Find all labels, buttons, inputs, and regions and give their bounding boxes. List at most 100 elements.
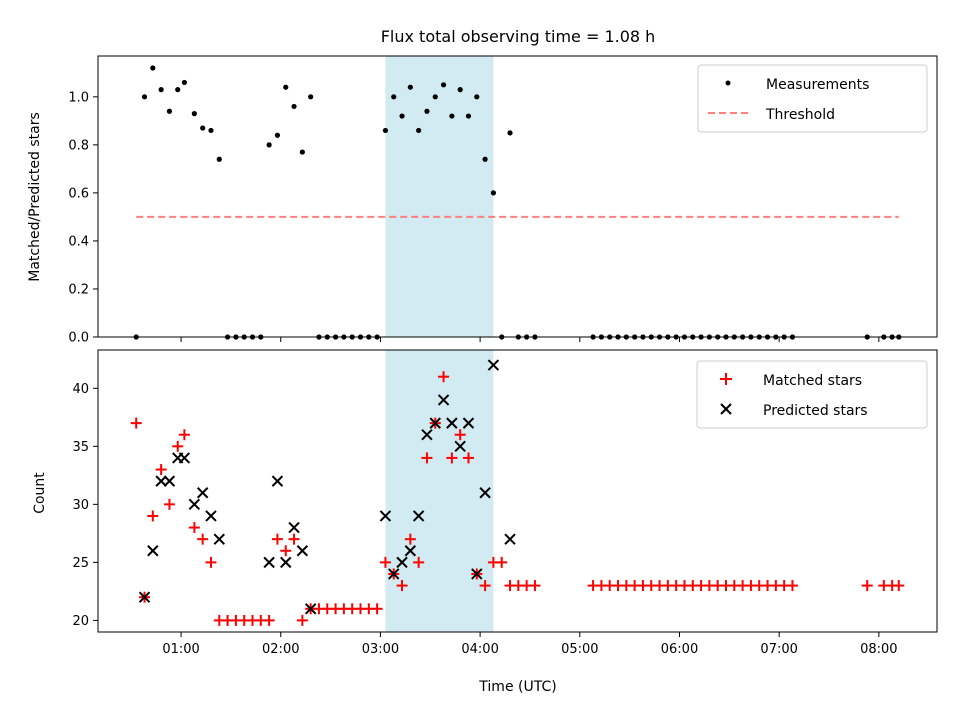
measurement-point <box>457 87 463 93</box>
measurement-point <box>382 127 389 134</box>
predicted-point <box>288 521 300 534</box>
predicted-point <box>304 603 317 615</box>
matched-point <box>163 498 175 510</box>
matched-point <box>205 556 217 568</box>
series-plus <box>130 371 905 626</box>
ratio-panel-legend: Measurements Threshold <box>697 64 928 133</box>
measurement-point <box>208 127 214 134</box>
predicted-point <box>138 591 151 603</box>
measurement-point <box>399 113 405 119</box>
ratio-panel: Matched/Predicted stars Measurements Thr… <box>27 55 938 346</box>
measurement-point <box>191 111 197 117</box>
predicted-point <box>205 510 217 522</box>
matched-point <box>462 452 474 464</box>
predicted-point <box>271 475 284 487</box>
predicted-point <box>213 533 225 545</box>
ratio-legend-label-measurements: Measurements <box>766 77 869 93</box>
predicted-point <box>263 556 275 569</box>
measurement-point <box>175 87 181 93</box>
x-tick-label: 04:00 <box>461 642 498 657</box>
predicted-point <box>437 394 450 406</box>
x-tick-label: 06:00 <box>661 642 698 657</box>
matched-point <box>188 522 200 534</box>
matched-point <box>396 580 408 592</box>
measurement-point <box>432 94 438 100</box>
predicted-point <box>479 487 491 499</box>
predicted-point <box>388 568 400 580</box>
figure-title: Flux total observing time = 1.08 h <box>381 27 656 46</box>
matched-point <box>296 614 308 626</box>
measurement-point <box>200 125 206 131</box>
y-tick-label: 20 <box>72 614 89 629</box>
y-tick-label: 25 <box>72 556 89 571</box>
plus-marker-icon <box>720 373 732 385</box>
y-tick-label: 40 <box>72 382 89 397</box>
measurement-point <box>299 149 305 155</box>
ratio-panel-ylabel: Matched/Predicted stars <box>27 112 43 282</box>
highlight-span <box>385 56 494 337</box>
matched-point <box>446 452 458 464</box>
measurement-point <box>166 108 173 114</box>
measurement-point <box>407 84 413 90</box>
axes-frame-0 <box>97 55 938 338</box>
predicted-point <box>462 417 475 429</box>
x-tick-label: 05:00 <box>561 642 598 657</box>
measurement-point <box>181 79 187 86</box>
y-tick-label: 0.6 <box>68 186 89 201</box>
matched-point <box>413 556 425 568</box>
matched-point <box>147 510 159 522</box>
ratio-legend-dot-icon <box>725 80 731 86</box>
predicted-point <box>178 452 191 464</box>
predicted-point <box>147 545 159 557</box>
predicted-point <box>404 545 417 557</box>
matched-point <box>421 452 433 464</box>
x-tick-label: 02:00 <box>262 642 299 657</box>
axes-frame-1 <box>97 349 938 633</box>
measurement-point <box>291 103 297 110</box>
y-tick-label: 35 <box>72 440 89 455</box>
plot-area-1 <box>130 350 905 632</box>
measurement-point <box>266 142 272 148</box>
predicted-point <box>296 545 309 557</box>
predicted-point <box>155 475 167 487</box>
measurement-point <box>158 87 164 93</box>
count-legend-box <box>696 360 928 429</box>
measurement-point <box>424 108 430 114</box>
x-tick-label: 07:00 <box>760 642 797 657</box>
y-tick-label: 1.0 <box>68 90 89 105</box>
matched-point <box>438 371 450 383</box>
measurement-point <box>274 132 281 138</box>
measurement-point <box>490 190 497 196</box>
matched-point <box>172 440 184 452</box>
measurement-point <box>474 94 480 100</box>
y-tick-label: 30 <box>72 498 89 513</box>
predicted-point <box>379 510 392 522</box>
predicted-point <box>429 417 441 429</box>
predicted-point <box>471 568 483 580</box>
predicted-point <box>454 440 466 453</box>
count-legend-label-matched: Matched stars <box>763 373 862 389</box>
predicted-point <box>196 487 209 499</box>
measurement-point <box>449 113 455 119</box>
predicted-point <box>163 475 176 487</box>
matched-point <box>786 580 798 592</box>
matched-point <box>479 580 491 592</box>
measurement-point <box>141 94 148 100</box>
measurement-point <box>482 156 488 162</box>
measurement-point <box>465 113 472 119</box>
x-tick-label: 03:00 <box>362 642 399 657</box>
matched-point <box>263 614 275 626</box>
y-tick-label: 0.8 <box>68 138 89 153</box>
measurement-point <box>283 84 289 90</box>
x-tick-label: 01:00 <box>162 642 199 657</box>
matched-point <box>371 603 383 615</box>
matched-point <box>454 429 466 441</box>
measurement-point <box>416 127 422 134</box>
predicted-point <box>504 533 516 545</box>
count-panel-xlabel: Time (UTC) <box>478 679 556 695</box>
count-legend-label-predicted: Predicted stars <box>763 403 868 419</box>
matched-point <box>155 464 167 476</box>
predicted-point <box>412 510 425 522</box>
matched-point <box>271 533 283 545</box>
